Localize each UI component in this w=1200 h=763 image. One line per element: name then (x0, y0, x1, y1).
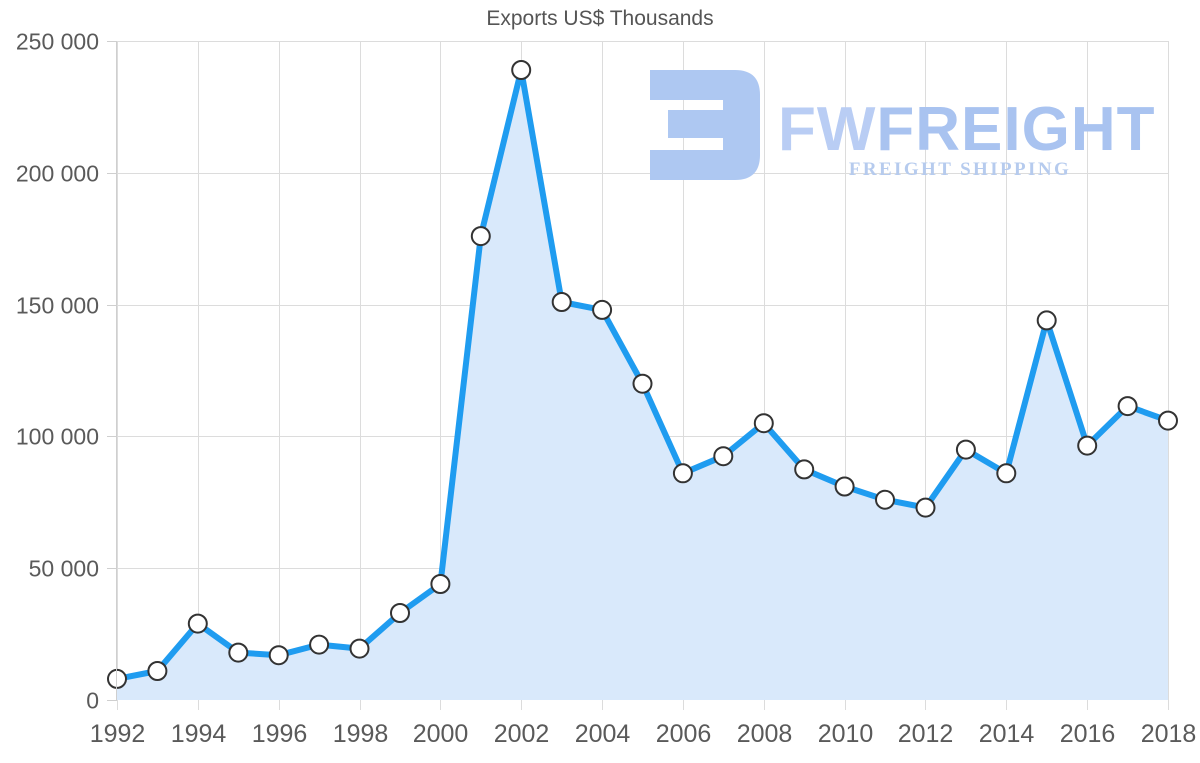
x-tick-label: 2006 (656, 720, 712, 748)
data-point-marker[interactable] (1117, 396, 1138, 417)
watermark-tagline-text: FREIGHT SHIPPING (849, 159, 1071, 180)
data-point-marker[interactable] (834, 476, 855, 497)
x-tick-label: 1998 (333, 720, 389, 748)
data-point-marker[interactable] (955, 439, 976, 460)
watermark-logo-icon (650, 70, 760, 180)
x-tick-label: 2018 (1141, 720, 1197, 748)
x-tick-label: 1994 (171, 720, 227, 748)
x-tick-label: 2000 (413, 720, 469, 748)
x-tick-label: 2004 (575, 720, 631, 748)
data-point-marker[interactable] (430, 574, 451, 594)
data-point-marker[interactable] (915, 497, 936, 518)
y-axis-tick-marks (107, 41, 117, 701)
y-tick-label: 250 000 (16, 29, 99, 55)
data-point-marker[interactable] (753, 413, 774, 434)
chart-title: Exports US$ Thousands (486, 7, 714, 30)
data-point-marker[interactable] (672, 463, 693, 484)
data-point-marker[interactable] (309, 634, 330, 655)
x-tick-label: 2012 (898, 720, 954, 748)
data-point-marker[interactable] (713, 446, 734, 467)
data-point-marker[interactable] (349, 638, 370, 659)
data-point-marker[interactable] (794, 459, 815, 480)
x-tick-label: 1992 (90, 720, 146, 748)
x-tick-label: 2008 (737, 720, 793, 748)
data-point-marker[interactable] (875, 489, 895, 510)
y-tick-label: 50 000 (29, 556, 99, 582)
data-point-marker[interactable] (187, 613, 208, 634)
watermark-brand-text: FWFREIGHT (778, 95, 1156, 164)
y-tick-label: 100 000 (16, 424, 99, 450)
data-point-marker[interactable] (1077, 435, 1098, 456)
data-point-marker[interactable] (1036, 310, 1057, 331)
x-tick-label: 1996 (252, 720, 308, 748)
data-point-marker[interactable] (228, 642, 249, 663)
data-point-markers (107, 60, 1178, 689)
data-point-marker[interactable] (996, 463, 1017, 484)
x-tick-label: 2014 (979, 720, 1035, 748)
data-point-marker[interactable] (268, 645, 289, 666)
data-point-marker[interactable] (470, 226, 491, 247)
data-point-marker[interactable] (551, 292, 572, 312)
x-tick-label: 2016 (1060, 720, 1116, 748)
data-point-marker[interactable] (592, 299, 613, 320)
data-point-marker[interactable] (632, 373, 653, 394)
y-tick-label: 0 (86, 688, 99, 714)
y-tick-label: 200 000 (16, 161, 99, 187)
data-point-marker[interactable] (511, 60, 532, 80)
x-axis-tick-labels: 1992 1994 1996 1998 2000 2002 2004 2006 2008 2010… (90, 720, 1197, 748)
y-tick-label: 150 000 (16, 293, 99, 319)
data-point-marker[interactable] (390, 603, 410, 623)
data-point-marker[interactable] (1158, 410, 1178, 431)
y-axis-tick-labels: 0 50 000 100 000 150 000 200 000 250 000 (16, 29, 99, 714)
x-tick-label: 2010 (818, 720, 874, 748)
data-point-marker[interactable] (147, 661, 168, 681)
x-tick-label: 2002 (494, 720, 550, 748)
watermark: FWFREIGHT FREIGHT SHIPPING (650, 70, 1156, 180)
